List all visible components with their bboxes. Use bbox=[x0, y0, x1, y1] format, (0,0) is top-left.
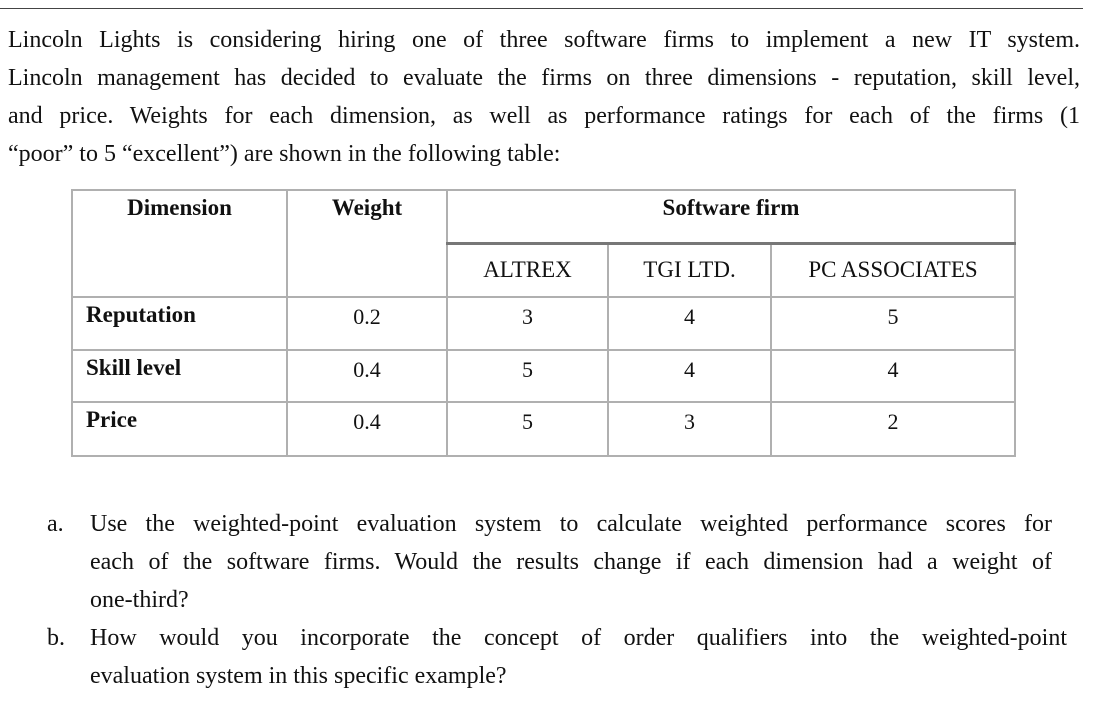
value-cell: 0.2 bbox=[286, 296, 448, 351]
header-cell: Dimension bbox=[71, 189, 288, 298]
value-cell: 5 bbox=[770, 296, 1016, 351]
question-line: evaluation system in this specific examp… bbox=[90, 663, 507, 689]
header-cell: Software firm bbox=[446, 189, 1016, 245]
value-cell: 4 bbox=[607, 296, 772, 351]
dimension-cell: Skill level bbox=[71, 349, 288, 403]
header-row: ALTREX TGI LTD. PC ASSOCIATES bbox=[72, 242, 1016, 298]
value-cell: 3 bbox=[446, 296, 609, 351]
question-label: b. bbox=[47, 625, 65, 651]
value-cell: 5 bbox=[446, 349, 609, 403]
value-cell: 2 bbox=[770, 401, 1016, 457]
value-cell: 0.4 bbox=[286, 401, 448, 457]
question-label: a. bbox=[47, 511, 64, 537]
firm-header: PC ASSOCIATES bbox=[770, 242, 1016, 298]
dimension-cell: Price bbox=[71, 401, 288, 457]
header-row: Dimension Weight Software firm bbox=[71, 189, 1016, 298]
question-line: How would you incorporate the concept of… bbox=[90, 625, 1067, 651]
ratings-table: Dimension Weight Software firm ALTREX TGI LT… bbox=[71, 189, 1016, 457]
header-cell: Weight bbox=[286, 189, 448, 298]
dimension-cell: Reputation bbox=[71, 296, 288, 351]
paragraph-line: Lincoln management has decided to evalua… bbox=[8, 65, 1080, 91]
question-line: one-third? bbox=[90, 587, 189, 613]
data-row: Reputation 0.2 3 4 5 bbox=[71, 296, 1016, 351]
value-cell: 5 bbox=[446, 401, 609, 457]
question-line: each of the software firms. Would the re… bbox=[90, 549, 1052, 575]
firm-header: ALTREX bbox=[446, 242, 609, 298]
value-cell: 3 bbox=[607, 401, 772, 457]
value-cell: 4 bbox=[607, 349, 772, 403]
paragraph-line: and price. Weights for each dimension, a… bbox=[8, 103, 1080, 129]
firm-header: TGI LTD. bbox=[607, 242, 772, 298]
paragraph-line: “poor” to 5 “excellent”) are shown in th… bbox=[8, 141, 561, 167]
value-cell: 4 bbox=[770, 349, 1016, 403]
question-line: Use the weighted-point evaluation system… bbox=[90, 511, 1052, 537]
value-cell: 0.4 bbox=[286, 349, 448, 403]
data-row: Skill level 0.4 5 4 4 bbox=[71, 349, 1016, 403]
top-rule bbox=[0, 8, 1083, 9]
data-row: Price 0.4 5 3 2 bbox=[71, 401, 1016, 457]
paragraph-line: Lincoln Lights is considering hiring one… bbox=[8, 27, 1080, 53]
